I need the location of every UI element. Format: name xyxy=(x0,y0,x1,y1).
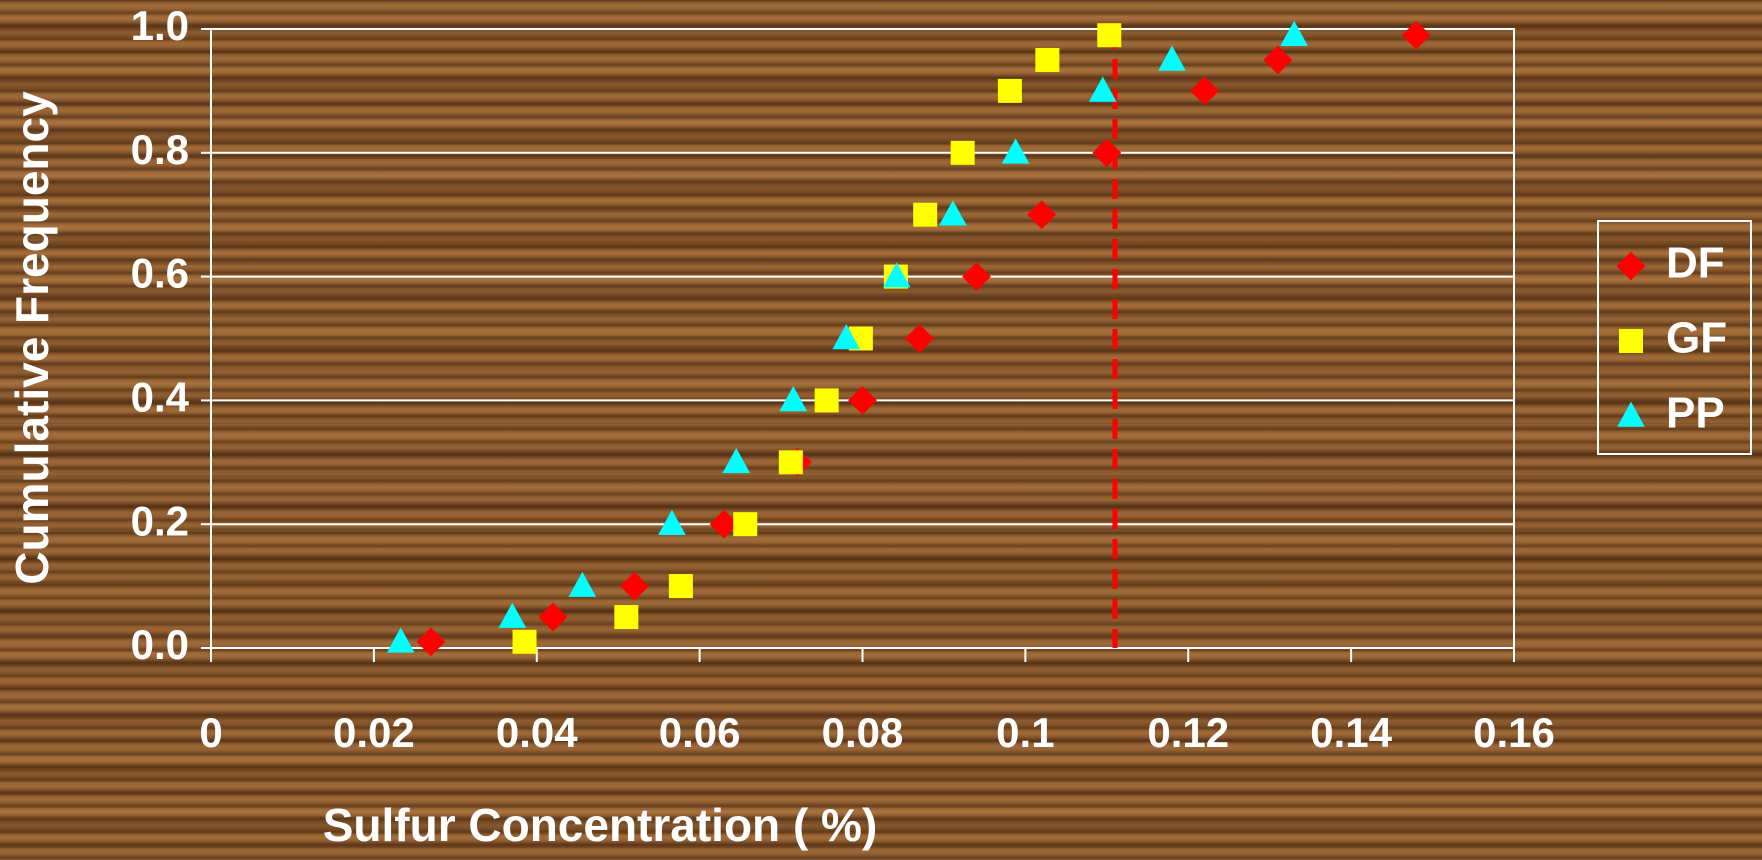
data-point xyxy=(913,203,937,227)
data-point xyxy=(1402,21,1431,50)
chart: Sulfur Concentration ( %) Cumulative Fre… xyxy=(0,0,1762,860)
data-point xyxy=(779,450,803,474)
data-point xyxy=(1263,46,1292,75)
legend-label: DF xyxy=(1666,239,1725,288)
data-point xyxy=(1035,48,1059,72)
data-point xyxy=(569,572,597,597)
x-tick-label: 0.02 xyxy=(333,709,415,756)
data-point xyxy=(962,262,991,291)
y-tick-label: 1.0 xyxy=(131,2,189,49)
y-tick-label: 0.8 xyxy=(131,126,189,173)
data-point xyxy=(779,386,807,411)
data-point xyxy=(1280,21,1308,46)
data-point xyxy=(416,627,445,656)
data-point xyxy=(733,512,757,536)
data-point xyxy=(722,448,750,473)
data-point xyxy=(1089,77,1117,102)
data-point xyxy=(848,386,877,415)
data-point xyxy=(951,141,975,165)
y-tick-label: 0.6 xyxy=(131,250,189,297)
data-point xyxy=(1002,138,1030,163)
data-point xyxy=(939,200,967,225)
marker-triangle xyxy=(1617,402,1645,427)
y-tick-label: 0.2 xyxy=(131,497,189,544)
legend-label: GF xyxy=(1666,314,1727,363)
data-point xyxy=(513,630,537,654)
data-point xyxy=(1097,23,1121,47)
data-point xyxy=(1158,46,1186,71)
data-point xyxy=(614,605,638,629)
x-tick-label: 0 xyxy=(199,709,222,756)
data-point xyxy=(815,388,839,412)
data-point xyxy=(1027,200,1056,229)
x-tick-label: 0.1 xyxy=(996,709,1054,756)
y-tick-label: 0.4 xyxy=(131,373,190,420)
x-tick-label: 0.08 xyxy=(822,709,904,756)
x-axis-label: Sulfur Concentration ( %) xyxy=(323,799,878,851)
marker-square xyxy=(1619,329,1643,353)
data-point xyxy=(387,627,415,652)
data-point xyxy=(499,603,527,628)
y-axis-label: Cumulative Frequency xyxy=(6,91,58,585)
x-tick-label: 0.04 xyxy=(496,709,578,756)
data-point xyxy=(620,572,649,601)
x-tick-label: 0.14 xyxy=(1310,709,1392,756)
y-tick-label: 0.0 xyxy=(131,621,189,668)
data-point xyxy=(998,79,1022,103)
legend-label: PP xyxy=(1666,389,1725,438)
data-point xyxy=(658,510,686,535)
data-point xyxy=(669,574,693,598)
marker-diamond xyxy=(1617,252,1646,281)
x-tick-label: 0.06 xyxy=(659,709,741,756)
data-point xyxy=(905,324,934,353)
x-tick-label: 0.12 xyxy=(1147,709,1229,756)
chart-background: Sulfur Concentration ( %) Cumulative Fre… xyxy=(0,0,1762,860)
x-tick-label: 0.16 xyxy=(1473,709,1555,756)
data-point xyxy=(1190,77,1219,106)
data-point xyxy=(539,603,568,632)
